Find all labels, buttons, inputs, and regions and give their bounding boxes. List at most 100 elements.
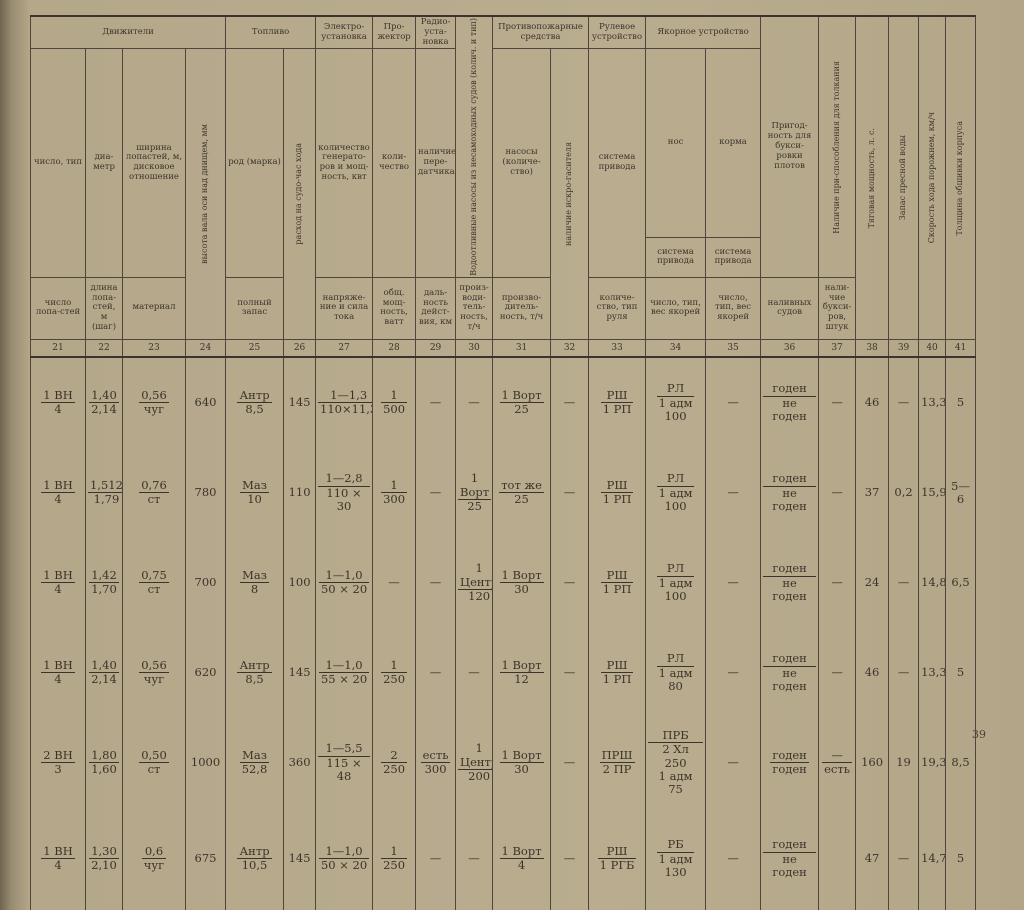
table-cell — [818, 807, 857, 910]
fraction-top: 1,30 — [89, 844, 119, 860]
table-cell: 46 — [855, 627, 890, 718]
table-row: 2 ВН 3 1,80 1,60 0,50 ст 1000 Маз 52,8 360 1—5,5 11… — [30, 717, 977, 808]
fraction-top: есть — [420, 748, 451, 764]
hdr-30-lower: произ-води-тель-ность, т/ч — [455, 276, 494, 340]
fraction-top: 1—1,0 — [318, 658, 370, 674]
fraction-top: РЛ — [656, 652, 695, 667]
fraction-bottom: 3 — [54, 762, 62, 777]
table-cell: 1000 — [184, 717, 227, 808]
fraction-top: — — [822, 748, 852, 764]
fraction-value: 1 ВН 4 — [41, 478, 75, 506]
table-cell: 145 — [283, 356, 317, 448]
table-cell: есть 300 — [415, 717, 457, 808]
fraction-bottom: 2,10 — [91, 858, 117, 873]
hdr-21-lower: число лопа-стей — [30, 276, 86, 340]
fraction-bottom: чуг — [143, 402, 165, 417]
fraction-value: 0,75 ст — [139, 568, 169, 596]
table-cell: — — [550, 627, 590, 718]
fraction-bottom: 1 адм 100 — [658, 575, 693, 603]
hdr-32: наличие искро-гасителя — [550, 48, 590, 340]
fraction-value: 1 ВН 4 — [41, 388, 75, 416]
fraction-value: РШ 1 РП — [600, 388, 634, 417]
table-cell: Маз 8 — [225, 537, 285, 628]
fraction-bottom: чуг — [143, 858, 165, 873]
table-cell: 145 — [283, 627, 317, 718]
fraction-top: 1 — [381, 478, 408, 494]
fraction-bottom: 1 РГБ — [599, 858, 635, 873]
fraction-value: РШ 1 РГБ — [597, 844, 637, 873]
fraction-top: 1—2,8 — [318, 472, 371, 487]
table-cell: — — [455, 356, 494, 448]
fraction-bottom: 4 — [54, 858, 62, 873]
fraction-value: годен не годен — [763, 652, 817, 693]
table-cell: 1 500 — [372, 356, 417, 448]
fraction-bottom: 8,5 — [245, 402, 264, 417]
fraction-value: 1,512 1,79 — [88, 478, 122, 506]
table-row: 1 ВН 4 1,40 2,14 0,56 чуг 640 Антр 8,5 145 1—1,3 11… — [30, 356, 977, 448]
table-cell: тот же 25 — [492, 447, 552, 538]
fraction-top: РШ — [600, 568, 634, 584]
fraction-bottom: не годен — [772, 485, 807, 513]
fraction-bottom: 1 РП — [602, 402, 632, 417]
table-cell: РЛ 1 адм 100 — [645, 447, 707, 538]
fraction-bottom: 250 — [383, 672, 406, 687]
fraction-bottom: чуг — [143, 672, 165, 687]
hdr-25-lower: полный запас — [225, 276, 285, 340]
table-cell: — — [705, 627, 762, 718]
fraction-value: 1,40 2,14 — [89, 658, 119, 686]
table-cell: РШ 1 РП — [588, 537, 647, 628]
fraction-value: 1,80 1,60 — [89, 748, 119, 776]
table-cell: 46 — [855, 356, 890, 448]
speed-label: Скорость хода порожнем, км/ч — [926, 112, 936, 244]
table-cell: — — [415, 356, 457, 448]
fraction-bottom: 25 — [514, 492, 529, 507]
hdr-36-lower: наливных судов — [760, 276, 820, 340]
fraction-bottom: 500 — [383, 402, 406, 417]
hdr-27-upper: количество генерато-ров и мощ-ность, квт — [315, 48, 374, 278]
fraction-value: РБ 1 адм 130 — [656, 838, 695, 879]
fraction-bottom: 4 — [54, 582, 62, 597]
fraction-value: 1 500 — [381, 388, 408, 417]
column-number: 32 — [550, 338, 590, 358]
fraction-bottom: 55 × 20 — [320, 672, 368, 687]
fraction-bottom: 2 Хл 250 1 адм 75 — [658, 742, 693, 797]
fraction-value: Антр 10,5 — [237, 844, 272, 872]
table-cell: 1,40 2,14 — [85, 356, 123, 448]
fraction-value: 1 Ворт 30 — [499, 568, 544, 596]
table-cell: — — [455, 807, 494, 910]
column-number: 30 — [455, 338, 494, 358]
fraction-bottom: 115 × 48 — [326, 755, 362, 783]
table-cell: 0,75 ст — [122, 537, 186, 628]
fraction-value: Антр 8,5 — [237, 658, 272, 686]
fraction-top: 1,42 — [89, 568, 119, 584]
fraction-top: 1 Ворт — [499, 658, 544, 674]
hdr-stern: корма — [705, 48, 762, 238]
fraction-value: 2 ВН 3 — [41, 748, 75, 777]
fraction-bottom: 50 × 20 — [320, 582, 368, 597]
fraction-bottom: 30 — [514, 762, 529, 777]
fraction-top: 0,56 — [139, 658, 169, 674]
group-fire: Противопожарные средства — [492, 15, 590, 50]
column-number: 34 — [645, 338, 707, 358]
group-steering: Рулевое устройство — [588, 15, 647, 50]
col-water: Запас пресной воды — [888, 14, 920, 340]
column-number: 24 — [184, 338, 227, 358]
fraction-value: 1 Ворт 30 — [499, 748, 544, 777]
table-cell: Маз 10 — [225, 447, 285, 538]
fraction-bottom: есть — [824, 762, 850, 777]
hdr-31-upper: насосы (количе-ство) — [492, 48, 552, 278]
table-cell: 0,76 ст — [122, 447, 186, 538]
fraction-top: 1 Ворт — [499, 844, 544, 860]
table-cell: — — [888, 807, 920, 910]
table-cell: — — [818, 627, 857, 718]
fraction-value: РЛ 1 адм 100 — [656, 382, 695, 423]
fraction-top: 1,80 — [89, 748, 119, 764]
column-number: 35 — [705, 338, 762, 358]
table-cell: 37 — [855, 447, 890, 538]
hdr-35-lower: число, тип, вес якорей — [705, 276, 762, 340]
table-cell: 1 Центр200 — [455, 717, 494, 808]
hdr-28-upper: коли-чество — [372, 48, 417, 278]
fraction-value: 0,56 чуг — [139, 658, 169, 687]
table-cell: 0,2 — [888, 447, 920, 538]
table-cell: — — [888, 537, 920, 628]
